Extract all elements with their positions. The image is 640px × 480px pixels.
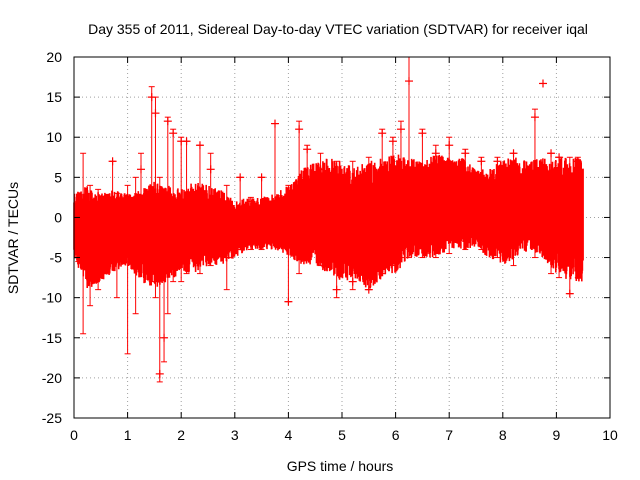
data-point [86, 184, 95, 307]
y-tick-label: -10 [42, 290, 62, 306]
error-bar-band [73, 154, 584, 289]
y-tick-label: -5 [50, 250, 63, 266]
x-tick-label: 7 [445, 427, 453, 443]
data-point [396, 120, 405, 259]
data-point [195, 141, 204, 275]
x-tick-label: 4 [285, 427, 293, 443]
data-point [388, 136, 397, 267]
data-point [94, 188, 103, 291]
data-point [222, 184, 231, 291]
x-tick-label: 0 [70, 427, 78, 443]
data-point [303, 144, 312, 259]
data-point [284, 184, 293, 306]
data-point [112, 192, 121, 299]
data-point [547, 149, 556, 275]
x-tick-label: 6 [392, 427, 400, 443]
x-tick-label: 9 [553, 427, 561, 443]
data-point [539, 79, 547, 88]
x-axis-label: GPS time / hours [287, 458, 394, 474]
y-tick-label: 10 [46, 129, 62, 145]
data-series [73, 56, 584, 383]
data-point [271, 119, 279, 234]
y-tick-label: -25 [42, 410, 62, 426]
chart-title: Day 355 of 2011, Sidereal Day-to-day VTE… [88, 21, 588, 37]
data-point [131, 176, 140, 315]
x-tick-label: 8 [499, 427, 507, 443]
y-tick-label: 20 [46, 49, 62, 65]
data-point [573, 156, 582, 279]
data-point [79, 152, 88, 335]
data-point [163, 116, 172, 315]
y-tick-labels: -25 -20 -15 -10 -5 0 5 10 15 20 [42, 49, 62, 426]
data-point [169, 128, 178, 283]
data-point [137, 152, 145, 259]
data-point [236, 173, 245, 251]
x-tick-labels: 0 1 2 3 4 5 6 7 8 9 10 [70, 427, 618, 443]
x-tick-label: 1 [124, 427, 132, 443]
data-point [477, 156, 486, 251]
data-point [182, 137, 191, 275]
data-point [555, 153, 564, 279]
data-point [160, 192, 169, 363]
data-point [155, 176, 164, 383]
x-tick-label: 3 [231, 427, 239, 443]
data-point [565, 156, 574, 298]
data-point [206, 152, 215, 267]
data-point [461, 148, 470, 251]
data-point [445, 136, 454, 255]
data-point [151, 96, 160, 299]
y-tick-label: -15 [42, 330, 62, 346]
data-point [332, 160, 341, 299]
data-point [316, 152, 325, 267]
y-tick-label: -20 [42, 370, 62, 386]
y-tick-label: 0 [54, 209, 62, 225]
data-point [295, 120, 304, 275]
x-tick-label: 2 [177, 427, 185, 443]
x-tick-label: 5 [338, 427, 346, 443]
data-point [257, 173, 266, 251]
x-tick-label: 10 [602, 427, 618, 443]
data-point [418, 128, 427, 259]
data-point [108, 157, 117, 218]
tick-layer [73, 56, 611, 419]
data-point [509, 149, 518, 267]
data-point [493, 156, 502, 259]
y-tick-label: 15 [46, 89, 62, 105]
y-axis-label: SDTVAR / TECUs [5, 182, 21, 294]
data-point [431, 144, 440, 259]
data-point [246, 196, 255, 251]
data-point [123, 184, 132, 355]
y-tick-label: 5 [54, 169, 62, 185]
data-point [530, 108, 539, 259]
data-point [74, 200, 83, 263]
data-point [378, 128, 387, 275]
data-point [348, 160, 357, 291]
data-point [364, 156, 373, 294]
